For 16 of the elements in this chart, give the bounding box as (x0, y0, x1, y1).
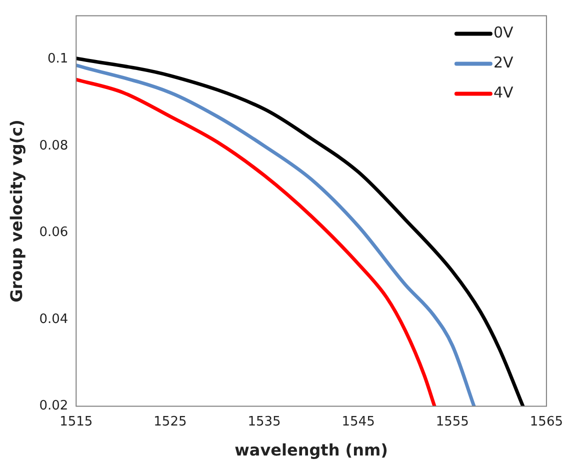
x-axis-title: wavelength (nm) (234, 440, 388, 460)
legend-label: 2V (493, 54, 514, 72)
y-tick-label: 0.04 (39, 312, 68, 327)
y-axis-title: Group velocity vg(c) (6, 120, 26, 302)
y-tick-label: 0.02 (39, 398, 68, 414)
y-tick-label: 0.06 (39, 225, 68, 240)
legend-label: 0V (493, 24, 514, 42)
x-tick-label: 1555 (436, 414, 469, 430)
y-tick-label: 0.1 (47, 52, 68, 67)
x-tick-label: 1515 (60, 414, 93, 430)
x-tick-label: 1525 (154, 414, 187, 430)
x-tick-label: 1565 (530, 414, 564, 430)
y-tick-label: 0.08 (39, 138, 68, 154)
legend-label: 4V (493, 84, 514, 102)
x-tick-label: 1545 (342, 414, 375, 430)
x-tick-label: 1535 (248, 414, 281, 430)
